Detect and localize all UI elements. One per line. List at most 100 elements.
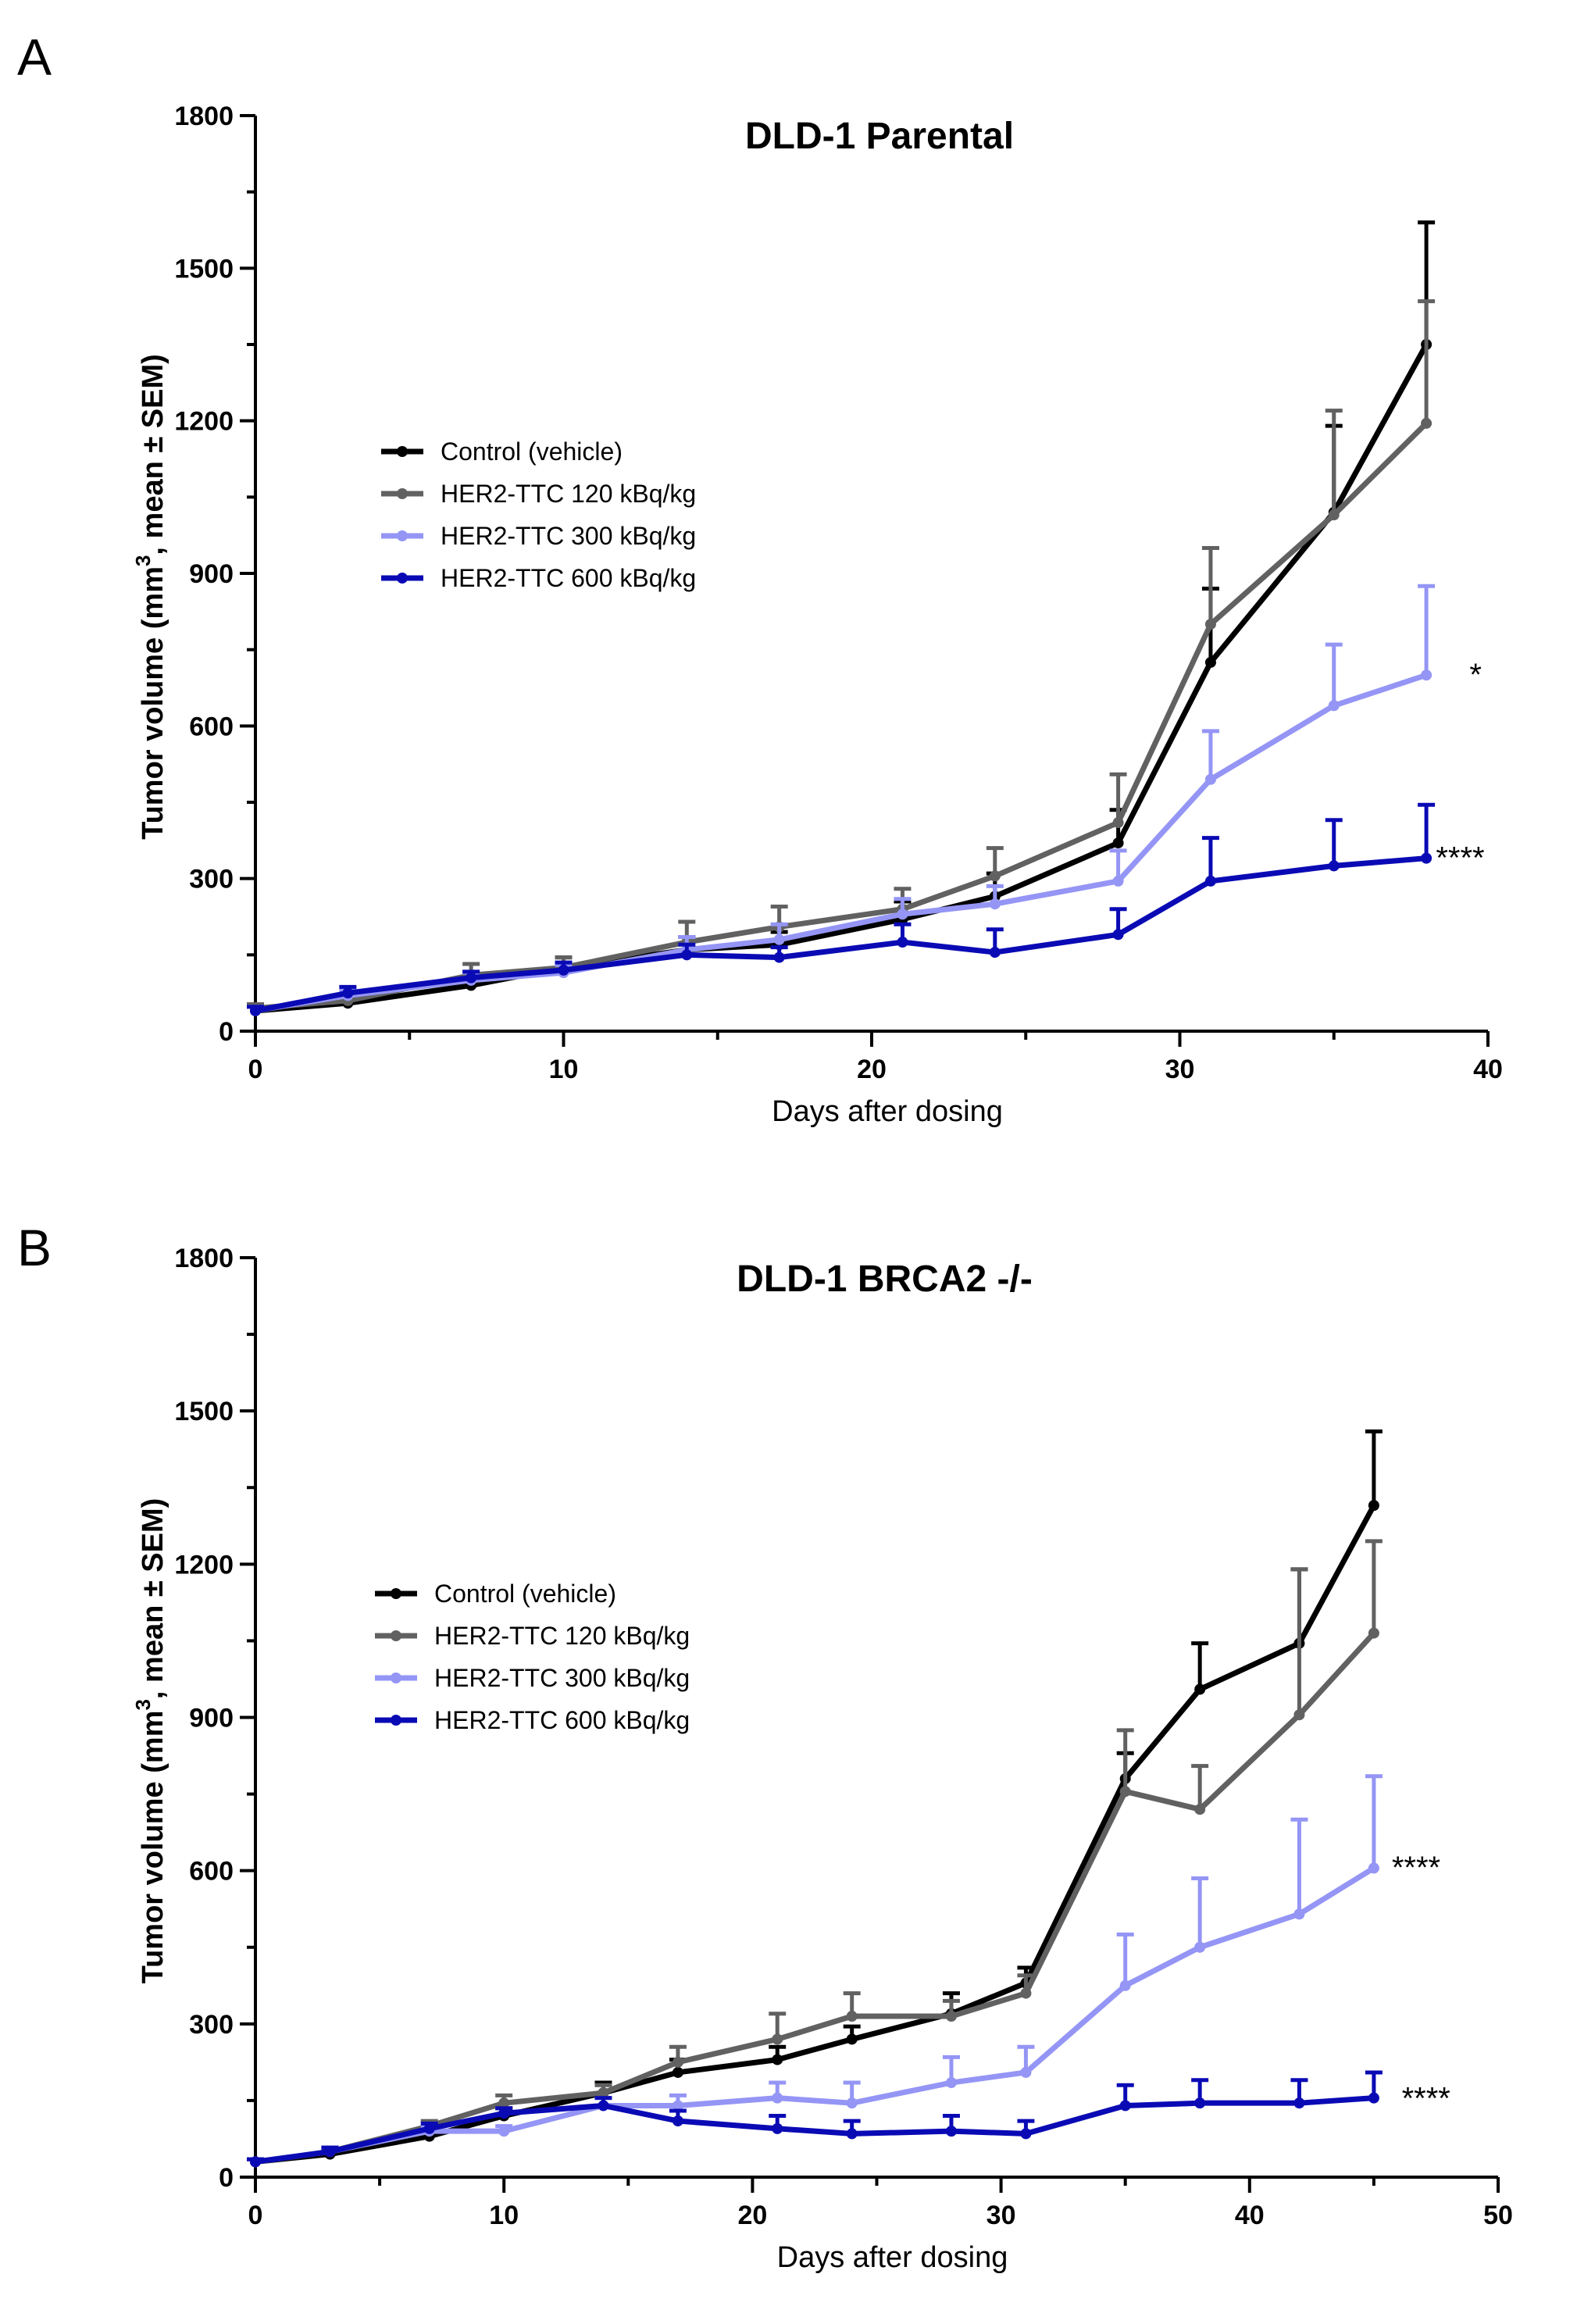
y-axis-label: Tumor volume (mm3, mean ± SEM) (131, 354, 169, 840)
data-point (498, 2126, 510, 2137)
data-point (1020, 2128, 1032, 2140)
data-point (846, 2011, 858, 2022)
y-tick-label: 300 (189, 865, 234, 894)
data-point (466, 972, 477, 984)
significance-annotation: **** (1402, 2082, 1450, 2116)
data-point (1112, 837, 1124, 849)
x-tick-label: 10 (489, 2201, 519, 2230)
legend: Control (vehicle) HER2-TTC 120 kBq/kg HER2… (381, 437, 696, 592)
data-point (989, 870, 1001, 882)
data-point (672, 2066, 683, 2078)
data-point (1112, 875, 1124, 887)
data-point (1368, 2092, 1379, 2104)
y-tick-label: 600 (189, 712, 234, 741)
data-point (1368, 1627, 1379, 1639)
data-point (1119, 2100, 1131, 2112)
data-point (672, 2100, 683, 2112)
data-point (1194, 1683, 1206, 1695)
series-line (255, 421, 1429, 1012)
data-point (1421, 417, 1433, 429)
series-line (255, 1504, 1376, 2165)
y-axis-label: Tumor volume (mm3, mean ± SEM) (131, 1498, 169, 1984)
series-line (255, 855, 1427, 1014)
data-point (324, 2146, 336, 2158)
series-line (255, 672, 1428, 1014)
data-point (773, 951, 785, 963)
series-0 (247, 220, 1436, 1016)
legend-marker (391, 1588, 401, 1599)
data-point (1368, 1862, 1379, 1874)
chart-panel-b: DLD-1 BRCA2 -/- 0 300 600 900 1200 1500 1800 0 10… (131, 1244, 1513, 2274)
chart-panel-a: DLD-1 Parental 0 300 600 900 1200 1500 1800 0 10 2… (131, 102, 1503, 1128)
data-point (1293, 1709, 1305, 1721)
chart-title: DLD-1 BRCA2 -/- (737, 1258, 1033, 1300)
data-point (1204, 656, 1216, 668)
legend-marker (397, 446, 408, 457)
y-tick-label: 300 (189, 2010, 234, 2040)
data-point (1020, 1987, 1032, 1999)
data-point (1119, 1786, 1131, 1797)
significance-annotation: **** (1392, 1851, 1440, 1885)
series-line (255, 2095, 1375, 2165)
series-line (255, 343, 1429, 1014)
x-tick-label: 50 (1483, 2201, 1513, 2230)
data-point (772, 2054, 783, 2065)
data-point (598, 2100, 609, 2112)
data-point (1368, 1500, 1379, 1512)
legend-label: HER2-TTC 300 kBq/kg (434, 1664, 690, 1692)
data-point (1204, 875, 1216, 887)
y-axis-label-text-end: , mean ± SEM) (137, 354, 169, 555)
legend-label: HER2-TTC 120 kBq/kg (441, 480, 696, 508)
y-axis-label-superscript: 3 (131, 1699, 155, 1710)
y-tick-label: 1500 (174, 1397, 234, 1426)
panel-letter-b: B (17, 1219, 52, 1276)
data-point (897, 909, 908, 920)
legend-marker (391, 1672, 401, 1683)
data-point (498, 2108, 510, 2119)
x-tick-label: 40 (1473, 1055, 1503, 1084)
y-tick-label: 1800 (174, 1244, 234, 1273)
x-axis-label: Days after dosing (777, 2241, 1008, 2274)
y-axis-label-text: Tumor volume (mm (137, 566, 169, 840)
data-point (1421, 669, 1433, 681)
series-line (255, 1631, 1376, 2165)
data-point (1194, 1804, 1206, 1815)
y-tick-label: 0 (219, 2163, 234, 2193)
y-axis-label-text: Tumor volume (mm (137, 1711, 169, 1984)
x-tick-label: 30 (987, 2201, 1016, 2230)
data-point (772, 2122, 783, 2134)
data-point (846, 2128, 858, 2140)
data-point (1328, 700, 1340, 712)
data-point (945, 2011, 957, 2022)
series-line (255, 1865, 1375, 2165)
legend-label: HER2-TTC 120 kBq/kg (434, 1622, 690, 1650)
y-tick-label: 900 (189, 559, 234, 589)
data-point (423, 2122, 435, 2134)
data-point (1020, 2066, 1032, 2078)
legend-marker (391, 1715, 401, 1726)
x-tick-label: 30 (1165, 1055, 1195, 1084)
series-1 (247, 1539, 1383, 2168)
series-1 (247, 299, 1436, 1014)
x-tick-label: 40 (1235, 2201, 1265, 2230)
data-point (989, 898, 1001, 910)
y-tick-label: 1800 (174, 102, 234, 131)
x-axis-label: Days after dosing (772, 1095, 1003, 1128)
legend-marker (397, 488, 408, 499)
legend-marker (397, 573, 408, 584)
x-tick-label: 20 (857, 1055, 887, 1084)
y-tick-label: 1200 (174, 407, 234, 437)
legend-marker (397, 530, 408, 541)
data-point (672, 2115, 683, 2127)
data-point (1293, 1908, 1305, 1920)
data-point (846, 2097, 858, 2109)
data-point (1194, 1941, 1206, 1953)
series-3 (247, 802, 1436, 1016)
data-point (342, 987, 354, 999)
data-point (558, 964, 569, 976)
data-point (897, 937, 908, 948)
series-3 (247, 2070, 1383, 2168)
y-tick-label: 900 (189, 1704, 234, 1733)
data-point (1328, 509, 1340, 521)
data-point (1204, 773, 1216, 785)
